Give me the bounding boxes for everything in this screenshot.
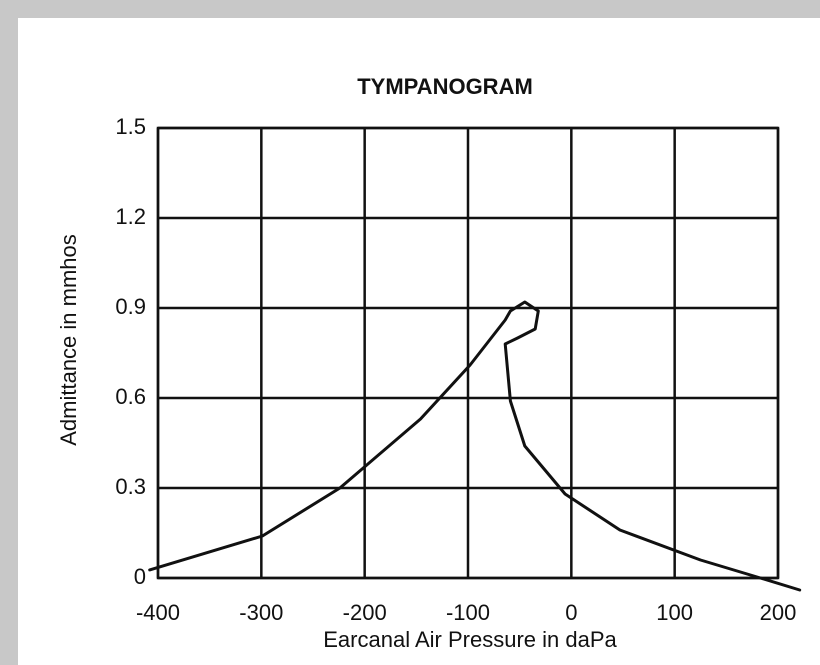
- x-tick-label: -200: [343, 600, 387, 625]
- y-tick-label: 0.3: [115, 474, 146, 499]
- y-tick-label: 1.5: [115, 114, 146, 139]
- chart-title: TYMPANOGRAM: [357, 74, 533, 99]
- x-tick-label: -400: [136, 600, 180, 625]
- data-line: [148, 300, 802, 592]
- x-axis-label: Earcanal Air Pressure in daPa: [323, 627, 617, 652]
- y-tick-label: 1.2: [115, 204, 146, 229]
- x-tick-label: 0: [565, 600, 577, 625]
- plot-border: [156, 126, 780, 580]
- y-tick-label: 0.9: [115, 294, 146, 319]
- chart-background: [18, 18, 820, 665]
- x-tick-label: -100: [446, 600, 490, 625]
- x-tick-label: 200: [760, 600, 797, 625]
- y-tick-label: 0.6: [115, 384, 146, 409]
- y-axis-label: Admittance in mmhos: [56, 234, 81, 446]
- x-tick-label: -300: [239, 600, 283, 625]
- y-tick-label: 0: [134, 564, 146, 589]
- x-tick-label: 100: [656, 600, 693, 625]
